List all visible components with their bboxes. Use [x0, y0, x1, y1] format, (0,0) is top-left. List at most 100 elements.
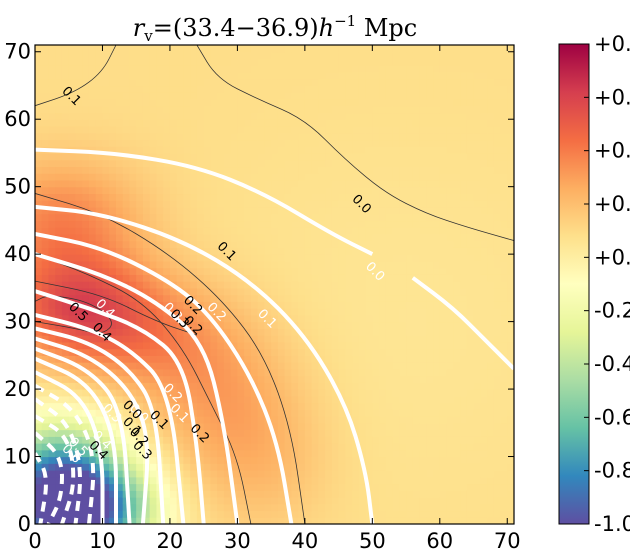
heatmap-cell [385, 274, 394, 282]
heatmap-cell [426, 335, 434, 343]
heatmap-cell [244, 132, 252, 141]
heatmap-cell [115, 186, 124, 195]
heatmap-cell [358, 416, 367, 424]
heatmap-cell [298, 490, 306, 498]
heatmap-cell [298, 341, 306, 350]
heatmap-cell [480, 436, 488, 444]
heatmap-cell [183, 51, 191, 60]
heatmap-cell [365, 119, 373, 127]
heatmap-cell [169, 51, 178, 60]
heatmap-cell [264, 233, 272, 242]
heatmap-cell [183, 510, 191, 518]
heatmap-cell [190, 85, 198, 93]
heatmap-cell [412, 463, 421, 471]
heatmap-cell [338, 65, 346, 73]
heatmap-cell [156, 65, 164, 73]
heatmap-cell [169, 416, 178, 424]
heatmap-cell [325, 517, 333, 524]
heatmap-cell [95, 139, 104, 147]
heatmap-cell [149, 362, 158, 370]
heatmap-cell [338, 267, 346, 275]
heatmap-cell [439, 328, 448, 336]
heatmap-cell [466, 159, 475, 168]
heatmap-cell [61, 186, 70, 195]
heatmap-cell [325, 51, 333, 60]
heatmap-cell [102, 510, 110, 518]
heatmap-cell [190, 220, 198, 228]
heatmap-cell [271, 71, 279, 80]
heatmap-cell [250, 348, 259, 356]
heatmap-cell [433, 152, 441, 161]
heatmap-cell [399, 362, 407, 370]
heatmap-cell [48, 45, 56, 53]
heatmap-cell [196, 206, 205, 215]
heatmap-cell [298, 193, 306, 201]
heatmap-cell [163, 186, 171, 195]
heatmap-cell [68, 375, 77, 383]
heatmap-cell [419, 267, 427, 275]
heatmap-cell [223, 490, 232, 498]
heatmap-cell [338, 368, 346, 377]
heatmap-cell [61, 321, 70, 329]
heatmap-cell [142, 206, 151, 215]
heatmap-cell [122, 247, 131, 255]
heatmap-cell [196, 409, 205, 417]
heatmap-cell [257, 159, 265, 168]
heatmap-cell [163, 112, 171, 120]
heatmap-cell [82, 152, 90, 161]
heatmap-cell [264, 476, 272, 485]
heatmap-cell [419, 92, 427, 100]
heatmap-cell [95, 510, 104, 518]
heatmap-cell [115, 389, 124, 397]
heatmap-cell [487, 78, 495, 87]
heatmap-cell [385, 51, 394, 60]
heatmap-cell [446, 71, 454, 80]
heatmap-cell [372, 92, 380, 100]
heatmap-cell [250, 247, 259, 255]
heatmap-cell [271, 375, 279, 383]
heatmap-cell [379, 45, 387, 53]
heatmap-cell [338, 193, 346, 201]
heatmap-cell [298, 395, 306, 404]
heatmap-cell [304, 71, 313, 80]
heatmap-cell [338, 287, 346, 296]
heatmap-cell [277, 247, 286, 255]
heatmap-cell [237, 281, 245, 289]
heatmap-cell [480, 348, 488, 356]
heatmap-cell [284, 125, 292, 134]
heatmap-cell [392, 105, 400, 114]
heatmap-cell [109, 294, 117, 302]
heatmap-cell [277, 173, 286, 181]
heatmap-cell [244, 58, 252, 66]
heatmap-cell [176, 308, 185, 316]
heatmap-cell [244, 429, 252, 437]
heatmap-cell [446, 382, 454, 390]
heatmap-cell [109, 422, 117, 431]
heatmap-cell [325, 85, 333, 93]
heatmap-cell [169, 409, 178, 417]
heatmap-cell [466, 483, 475, 491]
heatmap-cell [460, 328, 468, 336]
heatmap-cell [95, 98, 104, 107]
heatmap-cell [358, 476, 367, 485]
heatmap-cell [129, 463, 137, 471]
heatmap-cell [264, 78, 272, 87]
heatmap-cell [439, 463, 448, 471]
heatmap-cell [338, 139, 346, 147]
heatmap-cell [426, 497, 434, 505]
title-range: =(33.4−36.9) [153, 14, 319, 42]
heatmap-cell [331, 517, 340, 524]
heatmap-cell [500, 389, 508, 397]
heatmap-cell [41, 294, 50, 302]
heatmap-cell [163, 267, 171, 275]
heatmap-cell [277, 375, 286, 383]
heatmap-cell [325, 382, 333, 390]
heatmap-cell [196, 200, 205, 208]
heatmap-cell [500, 503, 508, 512]
heatmap-cell [439, 200, 448, 208]
heatmap-cell [163, 125, 171, 134]
heatmap-cell [277, 368, 286, 377]
heatmap-cell [345, 267, 353, 275]
heatmap-cell [460, 206, 468, 215]
heatmap-cell [345, 166, 353, 174]
